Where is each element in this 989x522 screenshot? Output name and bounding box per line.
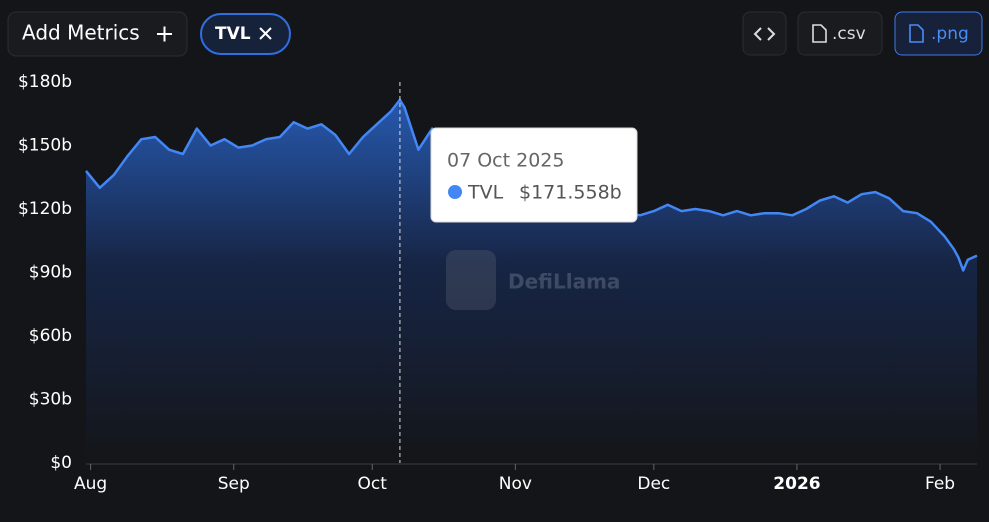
button-label: Add Metrics [22, 21, 140, 45]
y-tick-label: $150b [18, 136, 72, 156]
button-frame [797, 11, 883, 56]
button-frame [742, 11, 787, 56]
x-tick-label: Dec [637, 474, 670, 494]
button-label: .csv [832, 24, 866, 44]
y-tick-label: $60b [29, 326, 72, 346]
x-tick-label: 2026 [773, 474, 820, 494]
y-tick-label: $90b [29, 263, 72, 283]
x-tick-label: Aug [74, 474, 107, 494]
csv-button[interactable]: .csv [797, 11, 883, 56]
tooltip-box [430, 127, 638, 223]
tooltip-value: $171.558b [519, 182, 622, 204]
embed-button[interactable] [742, 11, 787, 56]
pill-label: TVL [215, 24, 251, 44]
add-metrics-button[interactable]: Add Metrics [7, 11, 188, 57]
area [86, 99, 977, 464]
button-label: .png [931, 24, 969, 44]
file-icon [812, 24, 827, 43]
watermark-logo [446, 250, 496, 310]
watermark: DefiLlama [446, 250, 620, 310]
y-tick-label: $120b [18, 199, 72, 219]
x-tick-label: Nov [499, 474, 532, 494]
button-frame [7, 11, 188, 57]
x-tick-label: Feb [925, 474, 955, 494]
y-tick-label: $180b [18, 72, 72, 92]
close-icon [259, 27, 272, 40]
x-tick-label: Oct [358, 474, 388, 494]
tooltip: 07 Oct 2025 TVL $171.558b [430, 127, 638, 223]
tooltip-series: TVL [467, 182, 504, 204]
tooltip-marker [448, 185, 462, 199]
y-tick-label: $30b [29, 390, 72, 410]
plus-icon [157, 26, 172, 42]
code-icon [753, 27, 776, 41]
png-button[interactable]: .png [894, 11, 983, 56]
metric-pill[interactable]: TVL [200, 13, 291, 55]
pill-frame [200, 13, 291, 55]
button-frame [894, 11, 983, 56]
file-icon [909, 24, 924, 43]
watermark-text: DefiLlama [508, 270, 620, 294]
tooltip-date: 07 Oct 2025 [447, 150, 564, 172]
y-tick-label: $0 [50, 453, 72, 473]
x-tick-label: Sep [218, 474, 250, 494]
